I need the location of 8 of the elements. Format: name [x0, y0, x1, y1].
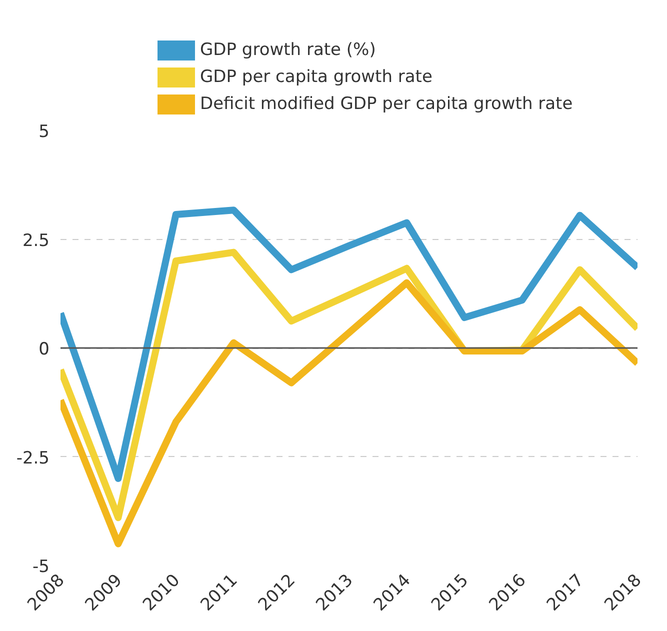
y-tick-label: -5 [32, 557, 50, 577]
y-tick-label: 2.5 [22, 230, 50, 251]
legend-label: GDP growth rate (%) [200, 40, 376, 60]
y-tick-label: -2.5 [16, 448, 50, 468]
legend-label: GDP per capita growth rate [200, 67, 432, 87]
y-tick-label: 5 [38, 122, 50, 142]
legend-label: Deficit modified GDP per capita growth rate [200, 94, 573, 114]
y-tick-label: 0 [38, 340, 50, 360]
